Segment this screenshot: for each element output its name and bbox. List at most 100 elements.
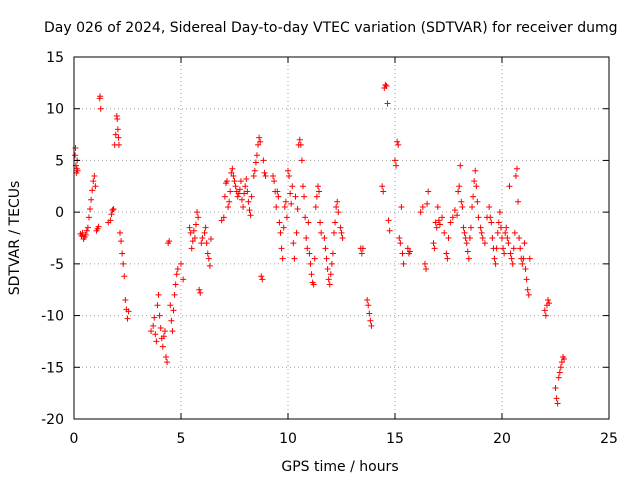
data-point bbox=[232, 183, 239, 190]
data-point bbox=[487, 214, 494, 221]
chart-title: Day 026 of 2024, Sidereal Day-to-day VTE… bbox=[44, 20, 618, 36]
data-point bbox=[421, 260, 428, 267]
data-point bbox=[235, 190, 242, 197]
data-point bbox=[82, 231, 89, 238]
data-point bbox=[324, 266, 331, 273]
data-point bbox=[554, 400, 561, 407]
data-point bbox=[318, 229, 325, 236]
data-point bbox=[280, 224, 287, 231]
data-point bbox=[308, 271, 315, 278]
data-point bbox=[510, 245, 517, 252]
data-point bbox=[95, 223, 102, 230]
data-point bbox=[157, 324, 164, 331]
data-point bbox=[110, 206, 117, 213]
data-point bbox=[321, 235, 328, 241]
data-point bbox=[169, 328, 176, 335]
data-point bbox=[89, 187, 96, 194]
data-point bbox=[417, 209, 424, 216]
data-point bbox=[159, 343, 166, 350]
data-point bbox=[489, 235, 496, 241]
x-tick-label: 5 bbox=[177, 431, 186, 447]
data-point bbox=[291, 255, 298, 262]
data-point bbox=[513, 165, 520, 172]
data-point bbox=[85, 214, 92, 221]
data-point bbox=[307, 260, 314, 267]
data-point bbox=[503, 224, 510, 231]
y-tick-label: 5 bbox=[55, 153, 64, 169]
data-point bbox=[283, 214, 290, 221]
data-point bbox=[74, 167, 81, 174]
data-point bbox=[465, 255, 472, 262]
data-point bbox=[317, 219, 324, 226]
data-point bbox=[322, 245, 329, 252]
data-point bbox=[522, 266, 529, 273]
data-point bbox=[260, 157, 267, 164]
data-point bbox=[225, 203, 232, 210]
data-point bbox=[471, 178, 478, 185]
data-points bbox=[72, 81, 568, 407]
data-point bbox=[464, 248, 471, 255]
data-point bbox=[261, 169, 268, 176]
data-point bbox=[245, 198, 252, 205]
data-point bbox=[168, 317, 175, 324]
data-point bbox=[525, 291, 532, 298]
data-point bbox=[166, 238, 173, 245]
data-point bbox=[298, 157, 305, 164]
data-point bbox=[506, 183, 513, 190]
data-point bbox=[192, 221, 199, 228]
data-point bbox=[288, 200, 295, 207]
data-point bbox=[150, 322, 157, 329]
data-point bbox=[256, 134, 263, 141]
data-point bbox=[311, 255, 318, 262]
data-point bbox=[122, 297, 129, 304]
data-point bbox=[517, 245, 524, 252]
data-point bbox=[475, 214, 482, 221]
data-point bbox=[301, 193, 308, 200]
data-point bbox=[170, 307, 177, 314]
data-point bbox=[163, 353, 170, 360]
data-point bbox=[384, 100, 391, 107]
data-point bbox=[305, 219, 312, 226]
data-point bbox=[313, 193, 320, 200]
data-point bbox=[276, 219, 283, 226]
data-point bbox=[495, 219, 502, 226]
data-point bbox=[521, 240, 528, 247]
data-point bbox=[281, 203, 288, 210]
data-point bbox=[153, 338, 160, 345]
data-point bbox=[172, 281, 179, 288]
data-point bbox=[277, 229, 284, 236]
data-point bbox=[97, 93, 104, 100]
data-point bbox=[114, 116, 121, 123]
data-point bbox=[493, 245, 500, 252]
data-point bbox=[198, 240, 205, 247]
data-point bbox=[247, 212, 254, 219]
data-point bbox=[230, 172, 237, 179]
data-point bbox=[160, 333, 167, 340]
data-point bbox=[203, 240, 210, 247]
data-point bbox=[397, 240, 404, 247]
data-point bbox=[335, 209, 342, 216]
data-point bbox=[186, 224, 193, 231]
data-point bbox=[460, 224, 467, 231]
data-point bbox=[262, 172, 269, 179]
data-point bbox=[118, 238, 125, 245]
data-point bbox=[479, 235, 486, 241]
data-point bbox=[306, 250, 313, 257]
data-point bbox=[511, 229, 518, 236]
data-point bbox=[512, 172, 519, 179]
data-point bbox=[358, 250, 365, 257]
data-point bbox=[486, 203, 493, 210]
data-point bbox=[497, 224, 504, 231]
data-point bbox=[332, 219, 339, 226]
data-point bbox=[545, 297, 552, 304]
data-point bbox=[243, 176, 250, 183]
data-point bbox=[115, 134, 122, 141]
data-point bbox=[226, 198, 233, 205]
data-point bbox=[108, 211, 115, 218]
data-point bbox=[197, 289, 204, 296]
y-tick-label: -15 bbox=[41, 360, 64, 376]
data-point bbox=[435, 217, 442, 224]
data-point bbox=[248, 193, 255, 200]
data-point bbox=[431, 245, 438, 252]
